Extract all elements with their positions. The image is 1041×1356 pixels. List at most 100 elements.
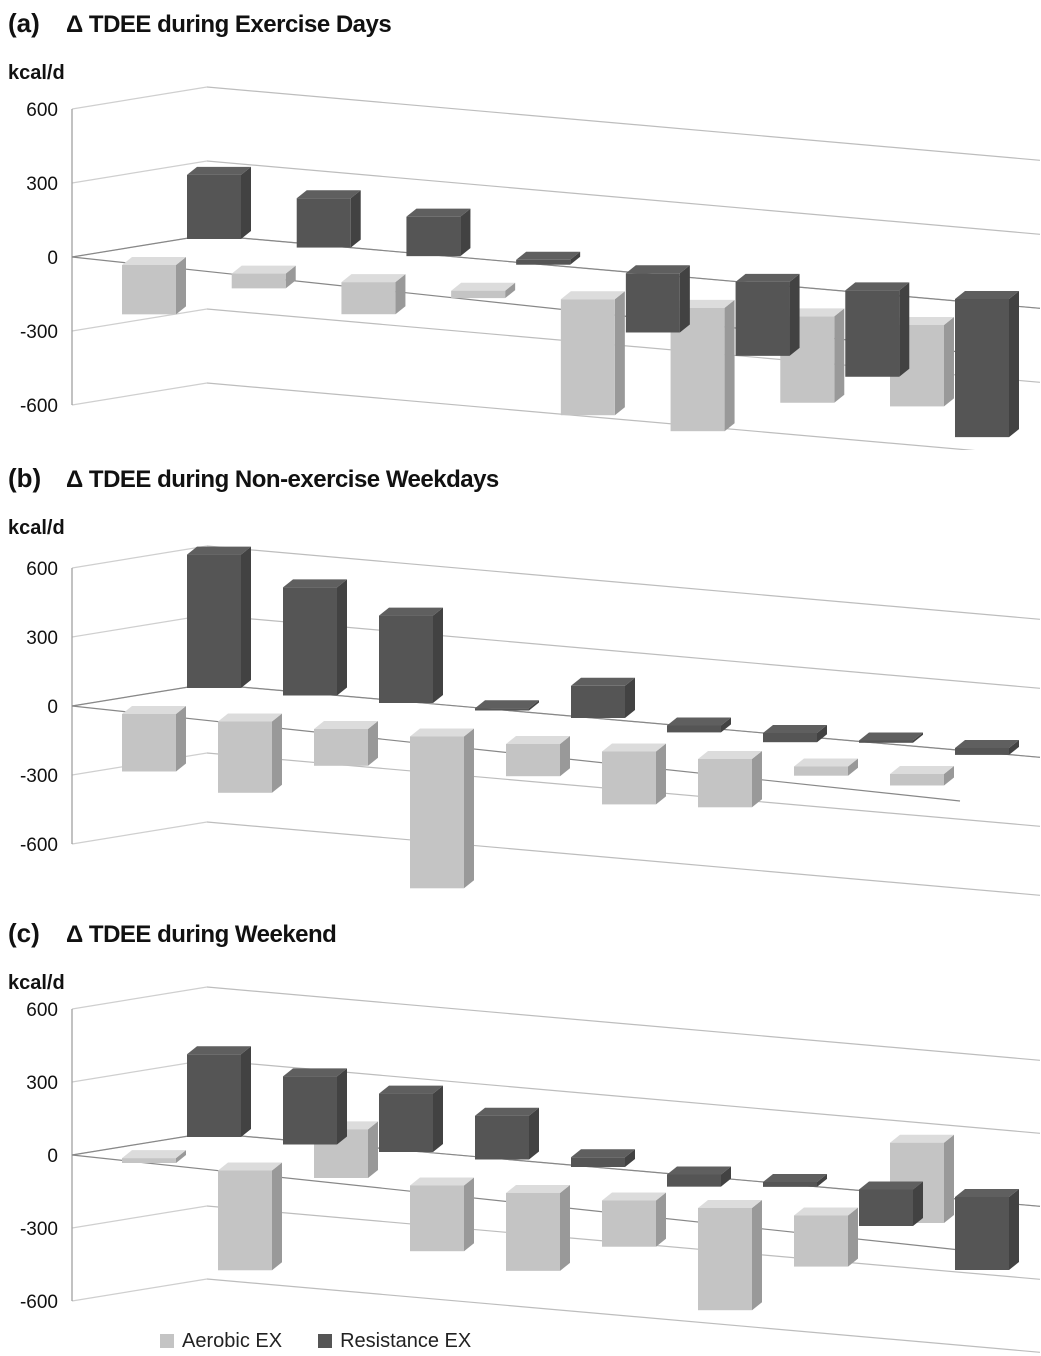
- bar-resistance: [516, 251, 581, 265]
- bar-aerobic: [794, 758, 858, 776]
- bar-top: [890, 766, 954, 774]
- bar-top: [218, 713, 282, 722]
- bar-aerobic: [890, 766, 954, 786]
- bar-top: [122, 706, 186, 714]
- legend-swatch-aerobic: [160, 1334, 174, 1348]
- bar-resistance: [735, 273, 800, 356]
- legend-item-aerobic: Aerobic EX: [160, 1330, 282, 1353]
- y-tick-label: 600: [26, 1000, 58, 1021]
- bar-front: [845, 290, 900, 377]
- bar-side: [460, 208, 471, 257]
- bar-front: [571, 1157, 625, 1167]
- bar-aerobic: [341, 274, 406, 315]
- bar-front: [794, 766, 848, 776]
- bar-front: [314, 729, 368, 766]
- bar-top: [794, 1207, 858, 1216]
- bar-front: [231, 273, 286, 289]
- y-tick-label: -300: [20, 322, 58, 343]
- bar-top: [890, 1134, 954, 1143]
- bar-resistance: [955, 740, 1019, 755]
- bar-resistance: [187, 1046, 251, 1137]
- bar-top: [571, 1149, 635, 1158]
- legend-label: Resistance EX: [340, 1329, 472, 1352]
- bar-aerobic: [506, 736, 570, 777]
- bar-front: [698, 1208, 752, 1311]
- legend-item-resistance: Resistance EX: [318, 1330, 471, 1353]
- bar-aerobic: [122, 706, 186, 772]
- bar-top: [475, 700, 539, 709]
- bar-side: [176, 1150, 186, 1163]
- y-tick-label: 300: [26, 174, 58, 195]
- bar-top: [602, 1192, 666, 1201]
- bar-resistance: [296, 190, 361, 248]
- y-tick-label: 300: [26, 1073, 58, 1094]
- bar-top: [406, 208, 471, 217]
- bar-resistance: [625, 265, 690, 333]
- bar-aerobic: [451, 282, 516, 299]
- y-tick-label: 0: [47, 1146, 58, 1167]
- y-tick-labels: 600 300 0 -300 -600: [20, 100, 58, 417]
- bar-front: [122, 714, 176, 772]
- bar-front: [187, 554, 241, 688]
- bar-front: [187, 174, 241, 239]
- bar-side: [913, 1181, 923, 1226]
- bar-top: [763, 1174, 827, 1182]
- bar-aerobic: [122, 1150, 186, 1163]
- bar-front: [506, 1193, 560, 1271]
- gridline-depth: [71, 614, 208, 638]
- bar-side: [848, 758, 858, 776]
- bar-aerobic: [602, 1192, 666, 1247]
- bar-top: [231, 265, 296, 274]
- bar-top: [451, 282, 516, 291]
- bar-top: [794, 758, 858, 767]
- y-tick-label: -300: [20, 766, 58, 787]
- bar-resistance: [667, 1166, 731, 1187]
- bar-side: [433, 1085, 443, 1152]
- gridline-depth: [71, 545, 208, 569]
- bar-side: [241, 166, 251, 239]
- bar-side: [834, 308, 845, 403]
- bar-front: [218, 1170, 272, 1271]
- bar-top: [516, 251, 581, 260]
- bar-top: [187, 166, 251, 175]
- bar-top: [506, 1185, 570, 1193]
- bar-side: [724, 299, 735, 432]
- bar-resistance: [571, 1149, 635, 1167]
- y-tick-label: 600: [26, 559, 58, 580]
- bar-side: [529, 700, 539, 711]
- bar-resistance: [955, 1189, 1019, 1270]
- bar-resistance: [379, 607, 443, 703]
- bar-side: [721, 1166, 731, 1187]
- gridline: [206, 545, 1041, 620]
- y-tick-label: -600: [20, 1292, 58, 1313]
- bar-aerobic: [506, 1185, 570, 1271]
- bar-side: [913, 732, 923, 743]
- bar-top: [698, 751, 762, 759]
- bar-top: [845, 282, 910, 291]
- bar-front: [763, 1182, 817, 1187]
- bar-side: [789, 273, 800, 356]
- bar-top: [314, 721, 378, 729]
- gridline-depth: [71, 1278, 208, 1302]
- bar-top: [955, 740, 1019, 748]
- bar-side: [176, 257, 186, 315]
- bar-front: [122, 1158, 176, 1163]
- bar-side: [272, 1162, 282, 1271]
- bar-side: [241, 546, 251, 688]
- bar-top: [122, 257, 186, 265]
- bar-side: [1009, 740, 1019, 755]
- chart-plot-c: 600 300 0 -300 -600: [20, 986, 1041, 1353]
- y-tick-label: 600: [26, 100, 58, 121]
- bar-side: [529, 1107, 539, 1160]
- bar-aerobic: [218, 713, 282, 793]
- bar-resistance: [571, 677, 635, 718]
- bar-side: [368, 721, 378, 766]
- gridline-depth: [71, 86, 208, 110]
- bar-side: [752, 751, 762, 808]
- bar-aerobic: [410, 1177, 474, 1252]
- bar-front: [406, 216, 461, 257]
- bar-top: [341, 274, 406, 283]
- panel-b: (b) Δ TDEE during Non-exercise Weekdays …: [0, 455, 1041, 905]
- bar-resistance: [283, 579, 347, 696]
- bar-front: [187, 1054, 241, 1137]
